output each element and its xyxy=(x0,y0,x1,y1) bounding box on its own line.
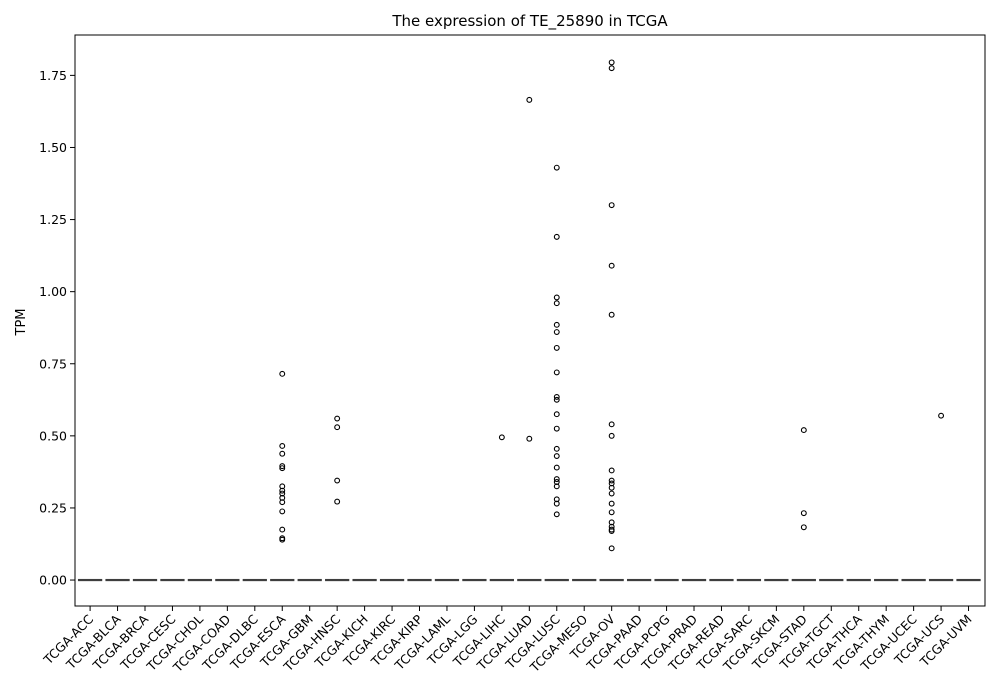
outlier-point xyxy=(608,528,615,534)
y-tick-label: 0.50 xyxy=(39,428,67,443)
outlier-point xyxy=(608,509,615,516)
plot-area xyxy=(77,59,981,582)
y-axis-label: TPM xyxy=(14,309,29,337)
outlier-point xyxy=(553,233,560,240)
y-tick-label: 1.50 xyxy=(39,140,67,155)
chart-title: The expression of TE_25890 in TCGA xyxy=(391,12,668,31)
y-tick-label: 1.75 xyxy=(39,68,67,83)
outlier-point xyxy=(553,411,560,418)
outlier-point xyxy=(553,294,560,301)
y-tick-label: 0.00 xyxy=(39,573,67,588)
outlier-point xyxy=(553,321,560,328)
outlier-point xyxy=(800,510,807,517)
outlier-point xyxy=(498,434,505,441)
outlier-point xyxy=(608,421,615,428)
outlier-point xyxy=(553,300,560,307)
outlier-point xyxy=(553,464,560,471)
y-tick-label: 0.75 xyxy=(39,356,67,371)
outlier-point xyxy=(608,467,615,474)
outlier-point xyxy=(279,465,286,472)
outlier-point xyxy=(553,369,560,376)
outlier-point xyxy=(279,487,286,494)
outlier-point xyxy=(608,545,615,552)
outlier-point xyxy=(553,396,560,403)
outlier-point xyxy=(800,524,807,531)
outlier-point xyxy=(553,344,560,351)
outlier-point xyxy=(800,427,807,434)
outlier-point xyxy=(279,526,286,533)
outlier-point xyxy=(526,435,533,442)
plot-frame xyxy=(74,34,986,607)
outlier-point xyxy=(553,476,560,483)
outlier-point xyxy=(279,508,286,515)
outlier-point xyxy=(608,65,615,72)
outlier-point xyxy=(334,498,341,505)
outlier-point xyxy=(279,450,286,457)
outlier-point xyxy=(608,59,615,66)
outlier-point xyxy=(553,453,560,459)
outlier-point xyxy=(553,164,560,171)
outlier-point xyxy=(553,511,560,518)
outlier-point xyxy=(608,432,615,439)
outlier-point xyxy=(608,262,615,269)
y-tick-label: 1.25 xyxy=(39,212,67,227)
outlier-point xyxy=(553,500,560,507)
outlier-point xyxy=(608,477,615,484)
outlier-point xyxy=(334,424,341,431)
outlier-point xyxy=(279,370,286,377)
outlier-point xyxy=(334,415,341,422)
outlier-point xyxy=(608,484,615,491)
y-tick-label: 1.00 xyxy=(39,284,67,299)
outlier-point xyxy=(334,477,341,484)
outlier-point xyxy=(279,536,286,543)
outlier-point xyxy=(279,463,286,470)
outlier-point xyxy=(553,425,560,432)
outlier-point xyxy=(279,442,286,449)
outlier-point xyxy=(553,483,560,490)
outlier-point xyxy=(553,329,560,335)
y-tick-label: 0.25 xyxy=(39,500,67,515)
outlier-point xyxy=(608,311,615,318)
outlier-point xyxy=(279,499,286,506)
outlier-point xyxy=(608,202,615,209)
outlier-point xyxy=(608,490,615,497)
outlier-point xyxy=(526,96,533,103)
outlier-point xyxy=(938,412,945,419)
outlier-point xyxy=(608,500,615,507)
outlier-point xyxy=(553,445,560,452)
outlier-point xyxy=(553,393,560,400)
